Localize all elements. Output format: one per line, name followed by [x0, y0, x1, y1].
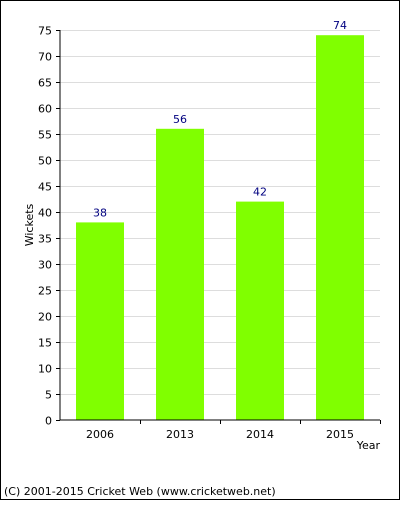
bar-2006 [76, 222, 124, 420]
x-axis-title: Year [356, 439, 381, 452]
y-axis-title: Wickets [23, 203, 36, 246]
footer-copyright: (C) 2001-2015 Cricket Web (www.cricketwe… [4, 485, 276, 498]
y-tick-label: 55 [38, 129, 52, 142]
y-tick-label: 15 [38, 337, 52, 350]
bar-2014 [236, 201, 284, 420]
y-tick-label: 50 [38, 155, 52, 168]
y-tick-label: 30 [38, 259, 52, 272]
value-label: 74 [333, 19, 347, 32]
value-label: 42 [253, 186, 267, 199]
x-tick-label: 2013 [166, 428, 194, 441]
value-labels: 38 56 42 74 [93, 19, 347, 219]
x-tick-label: 2014 [246, 428, 274, 441]
bar-2013 [156, 128, 204, 421]
tick-labels: 0 5 10 15 20 25 30 35 40 45 50 55 60 65 70 75 2006 2013 20… [38, 25, 381, 441]
value-label: 38 [93, 206, 107, 219]
y-tick-label: 70 [38, 51, 52, 64]
y-tick-label: 10 [38, 363, 52, 376]
y-tick-label: 25 [38, 285, 52, 298]
y-tick-label: 40 [38, 207, 52, 220]
y-tick-label: 75 [38, 25, 52, 38]
y-tick-label: 65 [38, 77, 52, 90]
y-tick-label: 45 [38, 181, 52, 194]
value-label: 56 [173, 113, 187, 126]
y-tick-label: 20 [38, 311, 52, 324]
y-tick-label: 60 [38, 103, 52, 116]
x-tick-label: 2006 [86, 428, 114, 441]
y-tick-label: 5 [45, 389, 52, 402]
x-tick-label: 2015 [326, 428, 354, 441]
y-tick-label: 0 [45, 415, 52, 428]
bar-2015 [316, 35, 364, 420]
bars [76, 35, 364, 421]
y-tick-label: 35 [38, 233, 52, 246]
